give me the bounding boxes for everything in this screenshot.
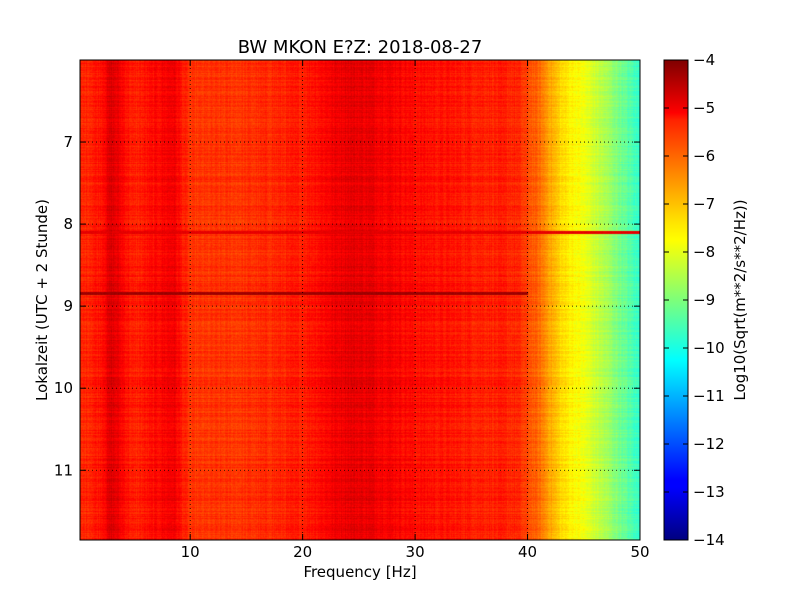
- colorbar-tick-label: −11: [693, 387, 725, 405]
- colorbar-tick-label: −5: [693, 99, 715, 117]
- colorbar-tick-label: −9: [693, 291, 715, 309]
- colorbar-tick-label: −10: [693, 339, 725, 357]
- spectrogram-heatmap: [80, 60, 640, 540]
- x-tick-label: 20: [293, 543, 312, 561]
- x-tick-label: 40: [518, 543, 537, 561]
- chart-title: BW MKON E?Z: 2018-08-27: [238, 37, 483, 58]
- colorbar-ticks: −4 −5 −6 −7 −8 −9 −10 −11 −12 −13 −14: [664, 51, 725, 549]
- colorbar-tick-label: −7: [693, 195, 715, 213]
- x-tick-label: 10: [181, 543, 200, 561]
- y-tick-label: 11: [54, 461, 73, 479]
- colorbar-tick-label: −6: [693, 147, 715, 165]
- colorbar-label: Log10(Sqrt(m**2/s**2/Hz)): [731, 199, 749, 400]
- x-tick-label: 30: [406, 543, 425, 561]
- colorbar-tick-label: −12: [693, 435, 725, 453]
- y-tick-label: 7: [63, 133, 73, 151]
- y-tick-label: 10: [54, 379, 73, 397]
- x-tick-label: 50: [630, 543, 649, 561]
- grid-lines: [80, 60, 640, 540]
- colorbar-tick-label: −14: [693, 531, 725, 549]
- x-axis-ticks: 10 20 30 40 50: [181, 60, 650, 561]
- plot-frame: [79, 59, 641, 541]
- colorbar-tick-label: −4: [693, 51, 715, 69]
- colorbar-tick-label: −13: [693, 483, 725, 501]
- y-tick-label: 9: [63, 297, 73, 315]
- x-axis-label: Frequency [Hz]: [303, 563, 416, 581]
- colorbar-tick-label: −8: [693, 243, 715, 261]
- y-tick-label: 8: [63, 215, 73, 233]
- y-axis-ticks: 7 8 9 10 11: [54, 133, 640, 479]
- y-axis-label: Lokalzeit (UTC + 2 Stunde): [33, 199, 51, 401]
